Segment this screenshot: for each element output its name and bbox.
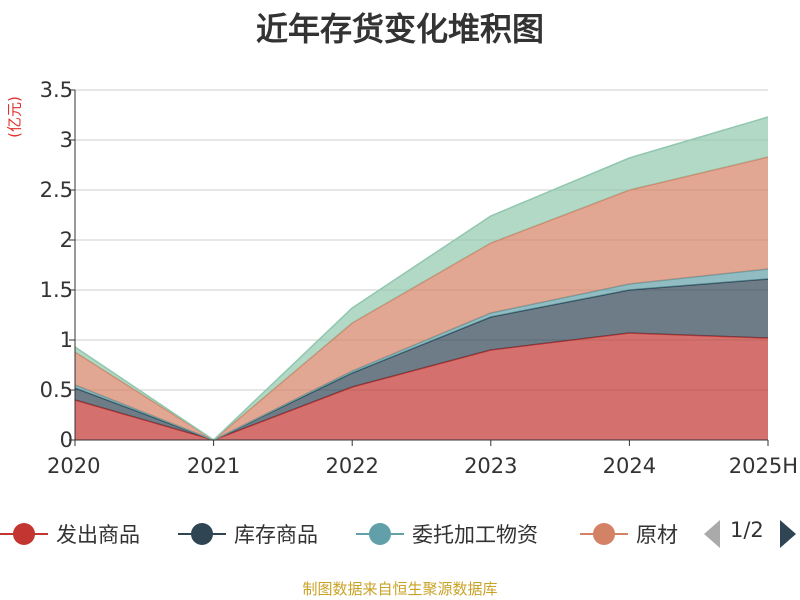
legend-item[interactable]: 发出商品 (0, 512, 140, 556)
legend-prev-page-icon[interactable] (704, 520, 720, 548)
legend-marker-icon (178, 512, 226, 556)
legend-next-page-icon[interactable] (780, 520, 796, 548)
y-tick-label: 1 (60, 328, 73, 352)
legend-page-indicator: 1/2 (730, 518, 764, 542)
legend-marker-icon (580, 512, 628, 556)
legend-item[interactable]: 委托加工物资 (356, 512, 538, 556)
y-tick-label: 0 (60, 428, 73, 452)
y-tick-label: 3 (60, 128, 73, 152)
x-tick-label: 2021 (187, 454, 240, 478)
area-series-3[interactable] (75, 157, 768, 440)
chart-title: 近年存货变化堆积图 (255, 10, 544, 48)
legend-marker-icon (356, 512, 404, 556)
y-tick-label: 1.5 (40, 278, 73, 302)
y-tick-label: 2 (60, 228, 73, 252)
y-tick-label: 2.5 (40, 178, 73, 202)
legend-item[interactable]: 原材 (580, 512, 678, 556)
area-series-0[interactable] (75, 333, 768, 440)
area-series-1[interactable] (75, 279, 768, 440)
legend-marker-icon (0, 512, 48, 556)
tick-labels: 0 0.5 1 1.5 2 2.5 3 3.5 2020 2021 2022 2023 2024 2025… (40, 78, 798, 478)
legend-label: 委托加工物资 (412, 523, 538, 547)
legend-label: 原材 (636, 523, 678, 547)
legend-pager: 1/2 (700, 512, 800, 556)
legend-items-container: 发出商品 库存商品 委托加工物资 原材 (0, 512, 683, 556)
legend-item[interactable]: 库存商品 (178, 512, 318, 556)
x-tick-label: 2025H (729, 454, 798, 478)
x-tick-label: 2020 (47, 454, 100, 478)
legend-label: 发出商品 (56, 523, 140, 547)
area-series-4[interactable] (75, 117, 768, 440)
y-tick-label: 3.5 (40, 78, 73, 102)
legend-label: 库存商品 (234, 523, 318, 547)
x-tick-label: 2023 (464, 454, 517, 478)
legend: 发出商品 库存商品 委托加工物资 原材 1/2 (0, 512, 800, 556)
y-tick-label: 0.5 (40, 378, 73, 402)
stacked-areas (74, 116, 769, 441)
x-tick-label: 2024 (603, 454, 656, 478)
area-series-line-4 (74, 116, 769, 441)
axes (69, 89, 769, 446)
source-note: 制图数据来自恒生聚源数据库 (302, 580, 498, 598)
x-tick-label: 2022 (325, 454, 378, 478)
